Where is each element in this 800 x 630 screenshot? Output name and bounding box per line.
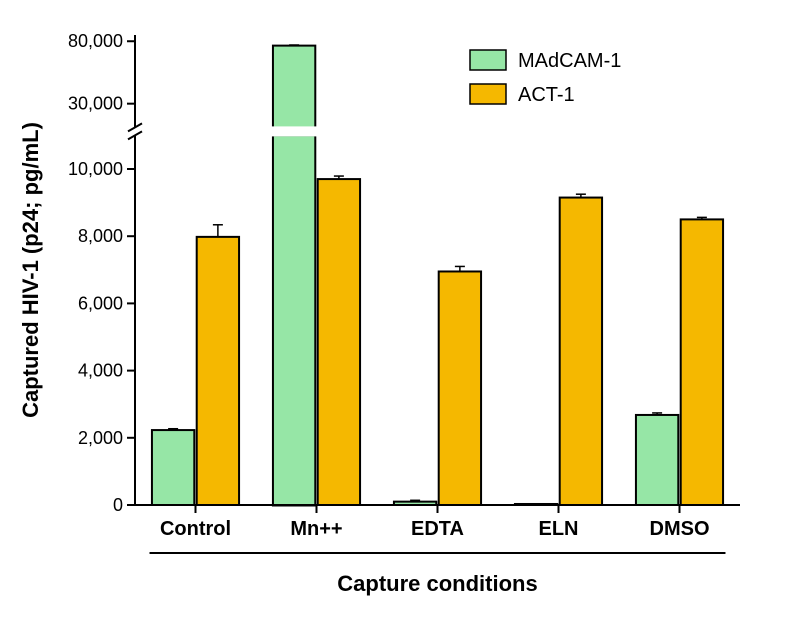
chart-container: 0 2,000 4,000 6,000 8,000 10,000 30,000 80,000 C… xyxy=(0,0,800,630)
legend-label: MAdCAM-1 xyxy=(518,50,621,72)
x-tick-label: ELN xyxy=(539,518,579,540)
y-tick-label: 8,000 xyxy=(78,226,123,246)
bar xyxy=(152,430,194,505)
y-tick-label: 2,000 xyxy=(78,428,123,448)
x-tick-label: DMSO xyxy=(650,518,710,540)
y-axis-label: Captured HIV-1 (p24; pg/mL) xyxy=(18,122,43,418)
y-tick-label: 80,000 xyxy=(68,31,123,51)
x-axis-label: Capture conditions xyxy=(337,571,537,596)
bar xyxy=(273,135,315,505)
legend-swatch xyxy=(470,50,506,70)
x-tick-label: Control xyxy=(160,518,231,540)
x-tick-label: Mn++ xyxy=(290,518,342,540)
bar xyxy=(560,198,602,505)
bar xyxy=(318,179,360,505)
legend-label: ACT-1 xyxy=(518,84,575,106)
y-tick-label: 6,000 xyxy=(78,293,123,313)
bar-chart: 0 2,000 4,000 6,000 8,000 10,000 30,000 80,000 C… xyxy=(0,0,800,630)
y-tick-label: 10,000 xyxy=(68,159,123,179)
bar xyxy=(681,219,723,505)
legend-swatch xyxy=(470,84,506,104)
bar xyxy=(197,237,239,505)
bar xyxy=(636,415,678,505)
x-tick-label: EDTA xyxy=(411,518,464,540)
y-tick-label: 0 xyxy=(113,495,123,515)
axis-break-mask xyxy=(271,126,317,136)
y-tick-label: 30,000 xyxy=(68,94,123,114)
bars-group xyxy=(152,45,723,506)
bar xyxy=(439,271,481,505)
bar xyxy=(273,46,315,128)
y-tick-label: 4,000 xyxy=(78,361,123,381)
